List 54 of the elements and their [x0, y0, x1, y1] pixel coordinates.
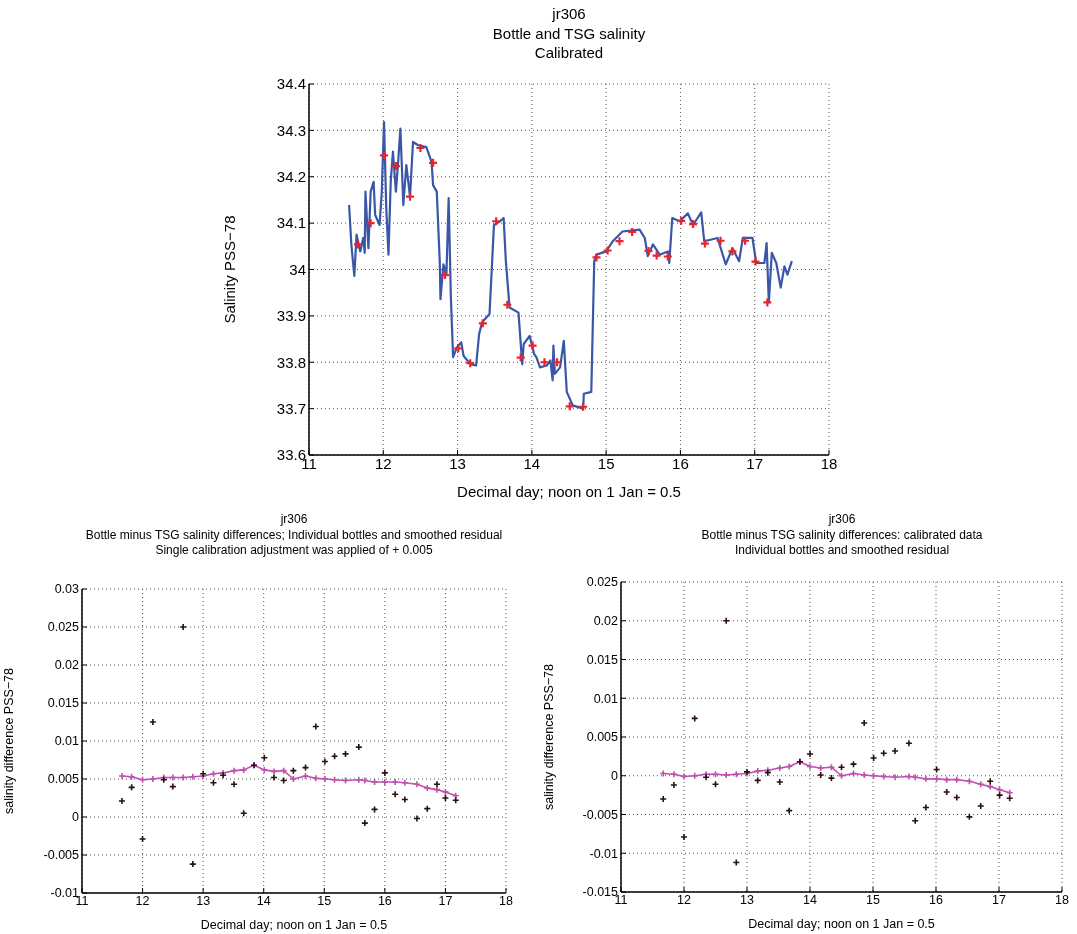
y-tick-label: 0.01 — [54, 734, 80, 749]
x-tick-label: 15 — [597, 454, 615, 472]
x-tick-label: 16 — [672, 454, 689, 472]
x-tick-label: 13 — [449, 454, 466, 472]
y-tick-label: -0.005 — [43, 848, 80, 863]
x-tick-label: 17 — [438, 893, 453, 908]
x-tick-label: 16 — [377, 893, 392, 908]
y-tick-label: -0.01 — [589, 846, 619, 861]
y-tick-label: 0.03 — [54, 582, 80, 597]
x-tick-label: 17 — [746, 454, 764, 472]
x-tick-label: 12 — [374, 454, 392, 472]
y-tick-label: 0.005 — [47, 772, 80, 787]
x-tick-label: 14 — [803, 892, 817, 907]
y-tick-label: 34.4 — [276, 75, 306, 93]
y-axis-title: salinity difference PSS−78 — [1, 667, 16, 815]
y-tick-label: 34.2 — [276, 168, 306, 186]
y-tick-label: 33.8 — [276, 353, 306, 371]
x-tick-label: 16 — [929, 892, 943, 907]
y-tick-label: 0.005 — [586, 730, 619, 745]
y-tick-label: 0 — [611, 769, 619, 784]
x-tick-label: 15 — [317, 893, 332, 908]
y-tick-label: 0.015 — [47, 696, 80, 711]
x-tick-label: 18 — [820, 454, 838, 472]
x-tick-label: 12 — [135, 893, 150, 908]
y-tick-label: 33.7 — [276, 399, 306, 417]
y-tick-label: -0.005 — [582, 807, 619, 822]
y-tick-label: 34 — [289, 260, 306, 278]
chart-title: jr306 Bottle minus TSG salinity differences; Individual bottles and smoothed residual Single calibration adjustment was applied of + 0.005 — [84, 512, 504, 559]
y-tick-label: 0.015 — [586, 652, 619, 667]
chart-title: jr306 Bottle minus TSG salinity differences: calibrated data Individual bottles and smoothed residual — [700, 512, 984, 559]
x-axis-title: Decimal day; noon on 1 Jan = 0.5 — [748, 917, 935, 931]
x-tick-label: 14 — [256, 893, 271, 908]
y-tick-label: 0.02 — [54, 658, 80, 673]
x-axis-title: Decimal day; noon on 1 Jan = 0.5 — [457, 483, 681, 500]
y-tick-label: 0 — [72, 810, 80, 825]
y-tick-label: 34.3 — [276, 121, 306, 139]
x-tick-label: 15 — [866, 892, 880, 907]
x-tick-label: 12 — [677, 892, 691, 907]
x-tick-label: 14 — [523, 454, 541, 472]
x-tick-label: 18 — [499, 893, 513, 908]
x-tick-label: 13 — [196, 893, 211, 908]
x-tick-label: 17 — [992, 892, 1006, 907]
x-tick-label: 13 — [740, 892, 754, 907]
y-tick-label: 0.025 — [47, 620, 80, 635]
y-axis-title: Salinity PSS−78 — [221, 215, 238, 324]
x-axis-title: Decimal day; noon on 1 Jan = 0.5 — [200, 918, 388, 932]
y-tick-label: 0.02 — [593, 614, 619, 629]
y-tick-label: 34.1 — [276, 214, 306, 232]
x-tick-label: 18 — [1055, 892, 1069, 907]
chart-title: jr306 Bottle and TSG salinity Calibrated — [491, 4, 647, 63]
y-tick-label: 0.01 — [593, 691, 619, 706]
y-tick-label: 33.9 — [276, 307, 306, 325]
y-tick-label: 0.025 — [586, 575, 619, 590]
y-axis-title: salinity difference PSS−78 — [541, 663, 556, 811]
